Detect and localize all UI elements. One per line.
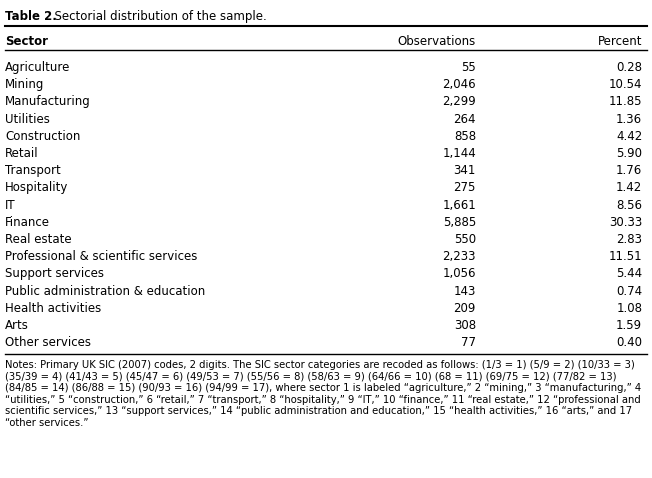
Text: Support services: Support services bbox=[5, 267, 104, 281]
Text: Public administration & education: Public administration & education bbox=[5, 284, 205, 298]
Text: 4.42: 4.42 bbox=[616, 130, 642, 143]
Text: 0.40: 0.40 bbox=[616, 336, 642, 349]
Text: 8.56: 8.56 bbox=[616, 198, 642, 212]
Text: 30.33: 30.33 bbox=[609, 216, 642, 229]
Text: Table 2.: Table 2. bbox=[5, 10, 57, 23]
Text: 209: 209 bbox=[454, 302, 476, 315]
Text: 55: 55 bbox=[461, 61, 476, 74]
Text: Arts: Arts bbox=[5, 319, 29, 332]
Text: Hospitality: Hospitality bbox=[5, 181, 68, 195]
Text: 1.59: 1.59 bbox=[616, 319, 642, 332]
Text: Notes: Primary UK SIC (2007) codes, 2 digits. The SIC sector categories are reco: Notes: Primary UK SIC (2007) codes, 2 di… bbox=[5, 360, 642, 428]
Text: Sectorial distribution of the sample.: Sectorial distribution of the sample. bbox=[47, 10, 267, 23]
Text: Observations: Observations bbox=[398, 35, 476, 48]
Text: Other services: Other services bbox=[5, 336, 91, 349]
Text: 2,299: 2,299 bbox=[442, 96, 476, 109]
Text: Health activities: Health activities bbox=[5, 302, 102, 315]
Text: 2,046: 2,046 bbox=[442, 78, 476, 91]
Text: 341: 341 bbox=[454, 164, 476, 177]
Text: 2,233: 2,233 bbox=[443, 250, 476, 263]
Text: 5.90: 5.90 bbox=[616, 147, 642, 160]
Text: Transport: Transport bbox=[5, 164, 61, 177]
Text: Sector: Sector bbox=[5, 35, 48, 48]
Text: 308: 308 bbox=[454, 319, 476, 332]
Text: Manufacturing: Manufacturing bbox=[5, 96, 91, 109]
Text: 5,885: 5,885 bbox=[443, 216, 476, 229]
Text: Professional & scientific services: Professional & scientific services bbox=[5, 250, 198, 263]
Text: 275: 275 bbox=[454, 181, 476, 195]
Text: 1.08: 1.08 bbox=[616, 302, 642, 315]
Text: 0.74: 0.74 bbox=[616, 284, 642, 298]
Text: Utilities: Utilities bbox=[5, 113, 50, 126]
Text: Construction: Construction bbox=[5, 130, 81, 143]
Text: 0.28: 0.28 bbox=[616, 61, 642, 74]
Text: 2.83: 2.83 bbox=[616, 233, 642, 246]
Text: 1.36: 1.36 bbox=[616, 113, 642, 126]
Text: IT: IT bbox=[5, 198, 16, 212]
Text: 5.44: 5.44 bbox=[616, 267, 642, 281]
Text: 264: 264 bbox=[453, 113, 476, 126]
Text: 10.54: 10.54 bbox=[609, 78, 642, 91]
Text: 11.85: 11.85 bbox=[609, 96, 642, 109]
Text: 143: 143 bbox=[454, 284, 476, 298]
Text: Percent: Percent bbox=[598, 35, 642, 48]
Text: Real estate: Real estate bbox=[5, 233, 72, 246]
Text: 77: 77 bbox=[461, 336, 476, 349]
Text: 1.42: 1.42 bbox=[616, 181, 642, 195]
Text: 1,661: 1,661 bbox=[442, 198, 476, 212]
Text: 1.76: 1.76 bbox=[616, 164, 642, 177]
Text: 11.51: 11.51 bbox=[608, 250, 642, 263]
Text: Mining: Mining bbox=[5, 78, 44, 91]
Text: Retail: Retail bbox=[5, 147, 39, 160]
Text: 1,144: 1,144 bbox=[442, 147, 476, 160]
Text: Finance: Finance bbox=[5, 216, 50, 229]
Text: 550: 550 bbox=[454, 233, 476, 246]
Text: 858: 858 bbox=[454, 130, 476, 143]
Text: Agriculture: Agriculture bbox=[5, 61, 70, 74]
Text: 1,056: 1,056 bbox=[443, 267, 476, 281]
